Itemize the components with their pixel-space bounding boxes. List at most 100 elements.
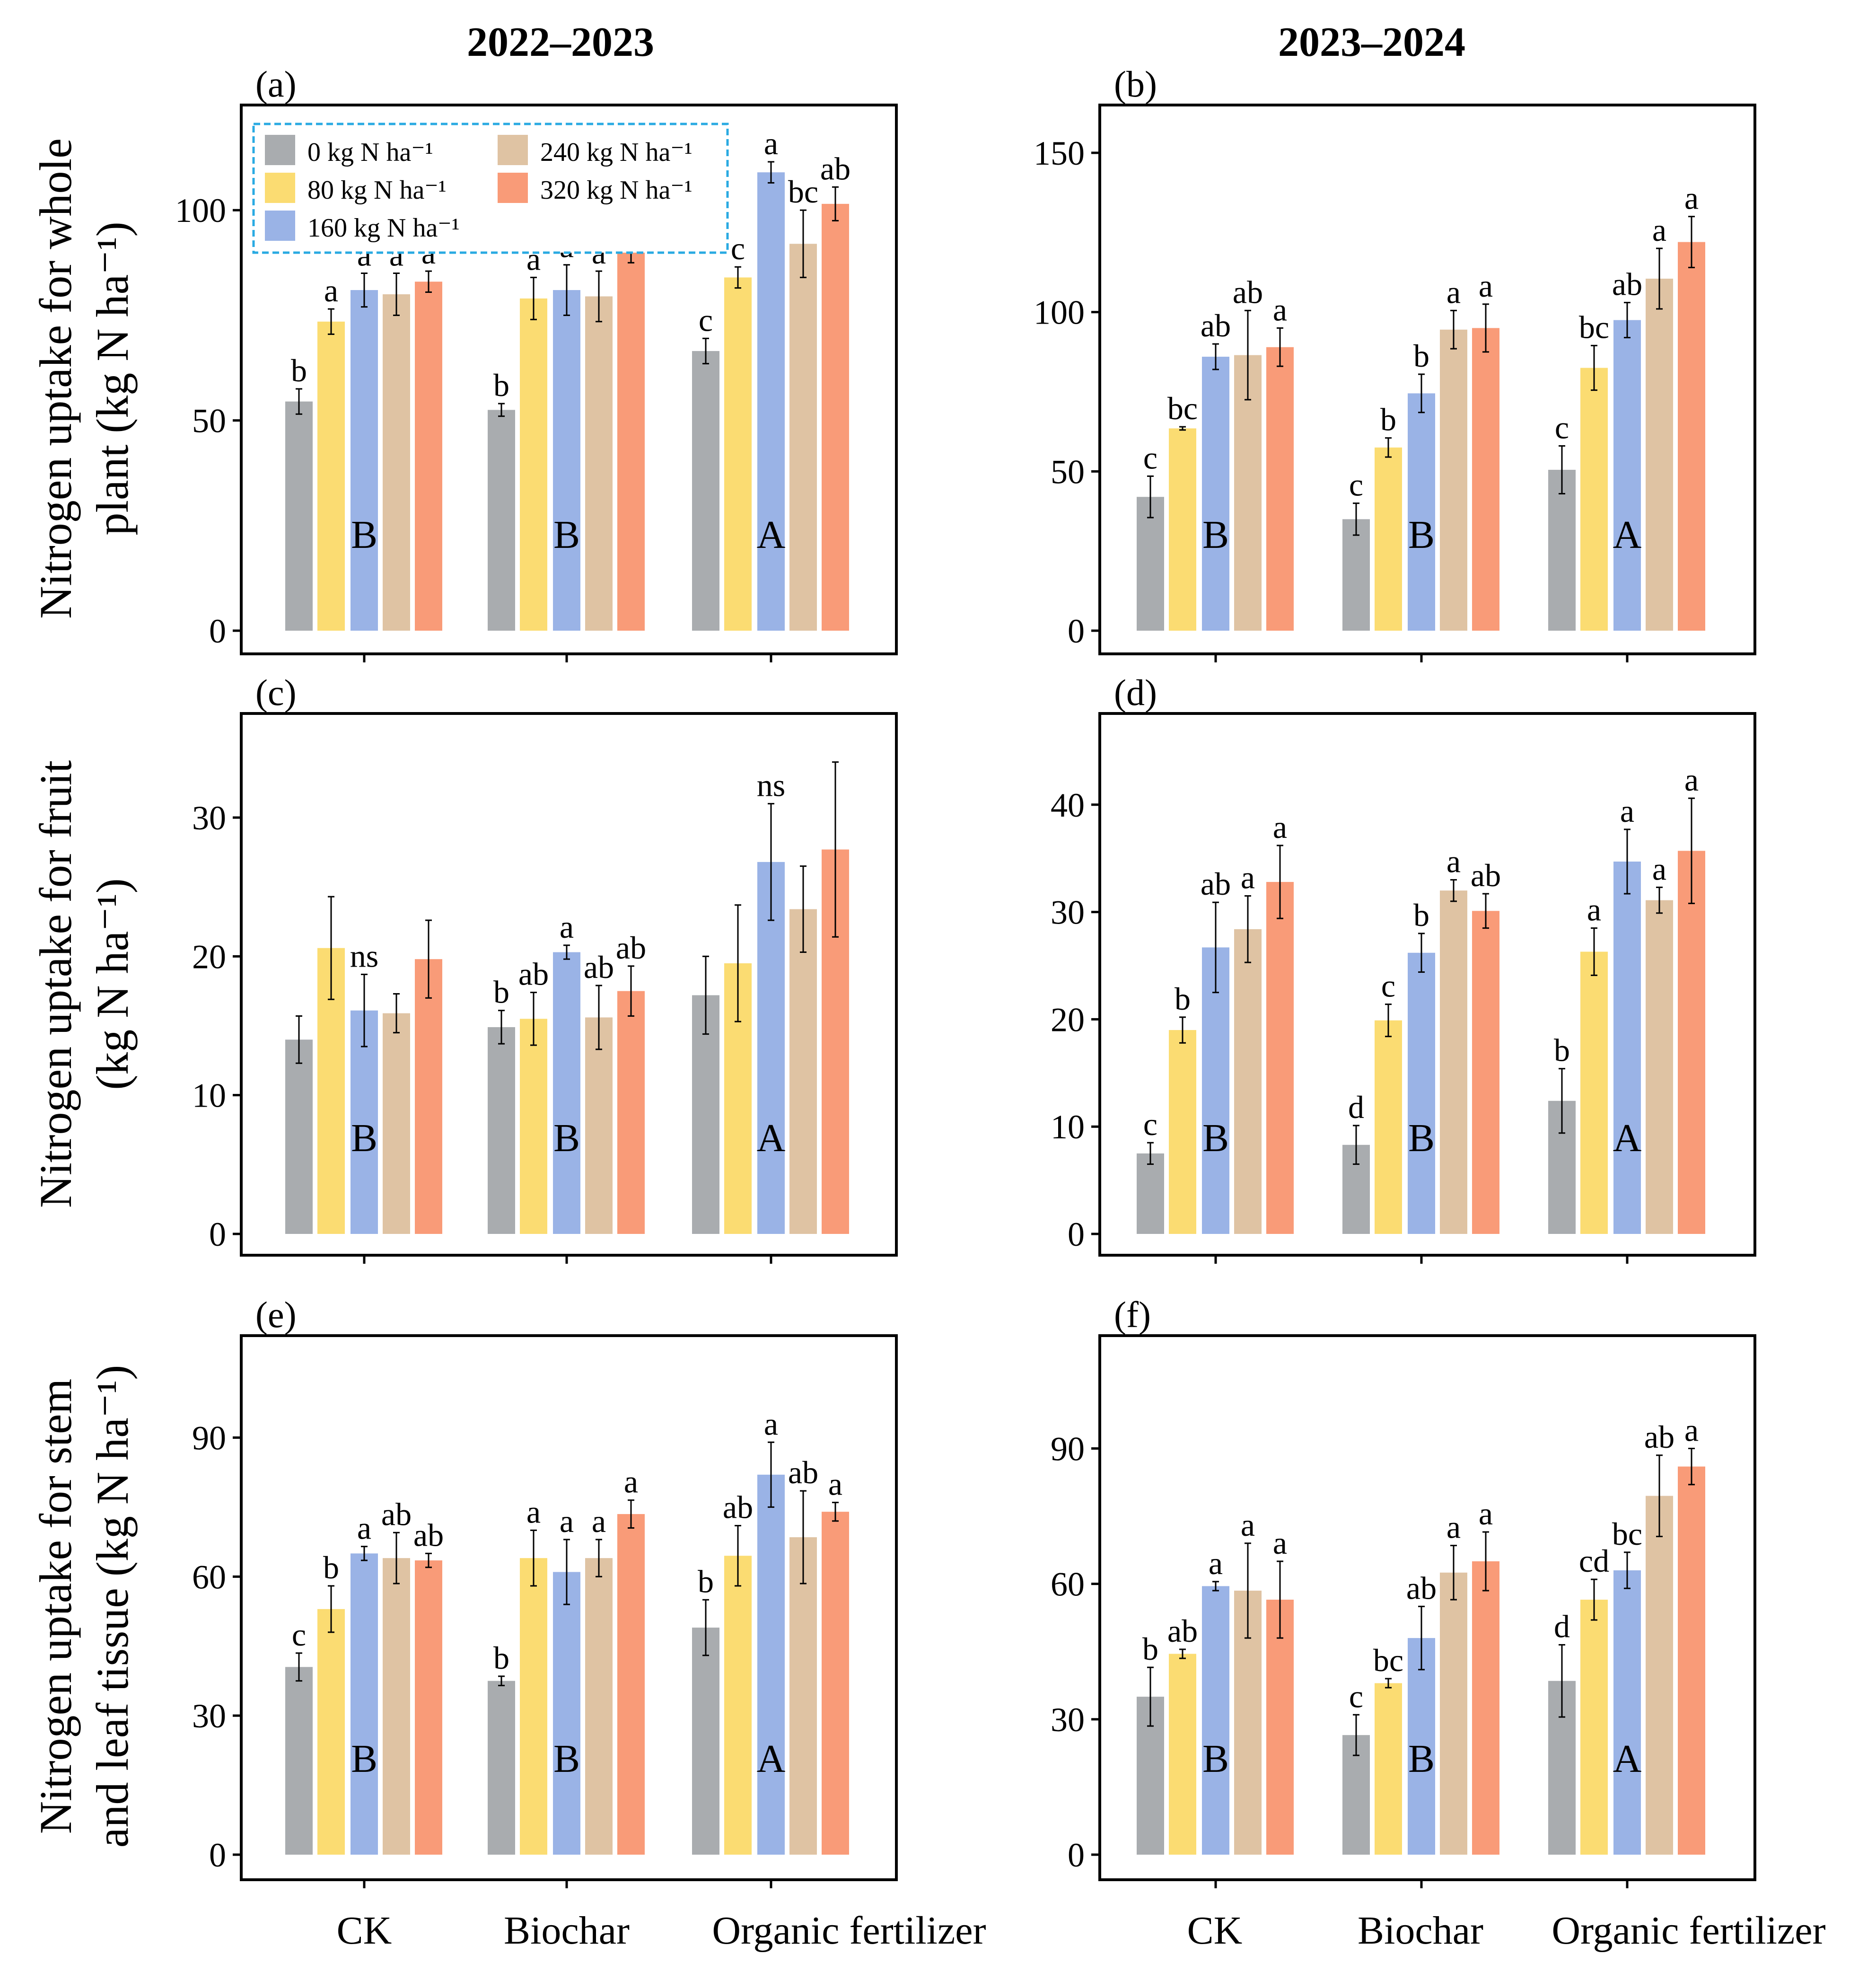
significance-letter: ab <box>1233 274 1263 310</box>
bar <box>1440 890 1467 1234</box>
significance-letter: b <box>493 367 509 403</box>
bar <box>617 248 645 631</box>
significance-letter: a <box>1446 1509 1461 1545</box>
bar <box>1234 355 1262 631</box>
bar <box>757 862 785 1234</box>
y-tick-label: 10 <box>1051 1108 1085 1146</box>
bar <box>553 952 580 1234</box>
y-tick-label: 10 <box>192 1077 226 1115</box>
group-letter: B <box>1202 1737 1229 1781</box>
significance-letter: c <box>1143 440 1157 475</box>
xlabel-right-ck: CK <box>1187 1909 1243 1953</box>
bar <box>1169 1654 1196 1855</box>
bar <box>351 1553 378 1855</box>
significance-letter: cd <box>1579 1543 1609 1579</box>
significance-letter: a <box>1479 1496 1493 1532</box>
significance-letter: b <box>323 1549 339 1585</box>
bar <box>822 203 849 631</box>
group-letter: B <box>351 1116 377 1160</box>
y-tick-label: 40 <box>1051 786 1085 824</box>
significance-letter: b <box>1413 897 1429 933</box>
significance-letter: ns <box>757 767 785 803</box>
bar <box>1613 320 1641 631</box>
row3-ylabel: Nitrogen uptake for stem and leaf tissue… <box>30 1365 138 1848</box>
bar <box>757 172 785 631</box>
legend-frame <box>252 123 729 254</box>
bar <box>617 991 645 1234</box>
significance-letter: a <box>1446 844 1461 880</box>
row3-ylabel-line2: and leaf tissue (kg N ha⁻¹) <box>87 1365 138 1848</box>
legend-swatch-3 <box>498 135 528 165</box>
panel-frame <box>1098 104 1756 655</box>
panel-frame <box>240 1334 898 1881</box>
bar <box>617 1514 645 1855</box>
y-tick-label: 60 <box>192 1558 226 1596</box>
bar <box>1613 1570 1641 1855</box>
group-letter: B <box>1408 1737 1435 1781</box>
row1-ylabel-line1: Nitrogen uptake for whole <box>30 138 81 619</box>
significance-letter: a <box>1652 212 1666 248</box>
bar <box>692 351 719 631</box>
row2-ylabel: Nitrogen uptake for fruit (kg N ha⁻¹) <box>30 760 138 1208</box>
significance-letter: c <box>731 230 745 266</box>
significance-letter: a <box>1273 1525 1287 1561</box>
group-letter: A <box>1613 1116 1642 1160</box>
y-tick-label: 0 <box>209 1215 226 1253</box>
bar <box>1440 1572 1467 1855</box>
significance-letter: b <box>1413 338 1429 374</box>
significance-letter: a <box>1479 268 1493 304</box>
bar <box>1169 428 1196 631</box>
significance-letter: a <box>560 909 574 945</box>
row3-ylabel-line1: Nitrogen uptake for stem <box>30 1379 81 1834</box>
legend-swatch-1 <box>265 173 295 203</box>
significance-letter: ab <box>1471 857 1501 893</box>
bar <box>789 244 817 631</box>
bar <box>383 294 410 631</box>
row1-ylabel: Nitrogen uptake for whole plant (kg N ha… <box>30 138 138 619</box>
bar <box>585 296 613 631</box>
bar <box>285 1039 313 1234</box>
group-letter: B <box>553 1737 580 1781</box>
xlabel-right-organic: Organic fertilizer <box>1552 1909 1825 1953</box>
y-tick-label: 30 <box>1051 1701 1085 1739</box>
significance-letter: d <box>1348 1089 1364 1125</box>
bar <box>553 290 580 631</box>
bar <box>351 1010 378 1234</box>
bar <box>724 277 752 631</box>
significance-letter: c <box>1349 467 1363 503</box>
group-letter: A <box>757 1737 786 1781</box>
bar <box>1580 951 1608 1234</box>
bar <box>1375 447 1402 631</box>
bar <box>1472 911 1499 1234</box>
significance-letter: b <box>493 974 509 1010</box>
bar <box>1234 929 1262 1234</box>
group-letter: A <box>757 1116 786 1160</box>
bar <box>285 1667 313 1855</box>
significance-letter: c <box>1349 1678 1363 1714</box>
column-title-2023-2024: 2023–2024 <box>1278 19 1465 65</box>
panel-a: (a)050100bbcaacaaaaabcaaabBBA <box>175 63 898 662</box>
significance-letter: a <box>526 1494 541 1530</box>
significance-letter: ab <box>413 1517 444 1553</box>
significance-letter: ab <box>723 1489 753 1525</box>
bar <box>1440 329 1467 631</box>
significance-letter: b <box>1142 1631 1158 1667</box>
bar <box>1472 1561 1499 1855</box>
row2-ylabel-line1: Nitrogen uptake for fruit <box>30 760 81 1208</box>
legend-label-2: 160 kg N ha⁻¹ <box>307 213 460 243</box>
bar <box>1678 851 1705 1234</box>
significance-letter: ab <box>820 150 850 186</box>
significance-letter: a <box>1241 1507 1255 1543</box>
bar <box>1266 882 1294 1234</box>
legend-label-1: 80 kg N ha⁻¹ <box>307 176 447 205</box>
bar <box>317 321 345 631</box>
significance-letter: ab <box>788 1454 818 1490</box>
panel-frame <box>1098 1334 1756 1881</box>
group-letter: B <box>553 513 580 557</box>
significance-letter: a <box>1241 860 1255 896</box>
bar <box>415 282 442 631</box>
significance-letter: a <box>1620 793 1634 829</box>
bar <box>285 401 313 631</box>
